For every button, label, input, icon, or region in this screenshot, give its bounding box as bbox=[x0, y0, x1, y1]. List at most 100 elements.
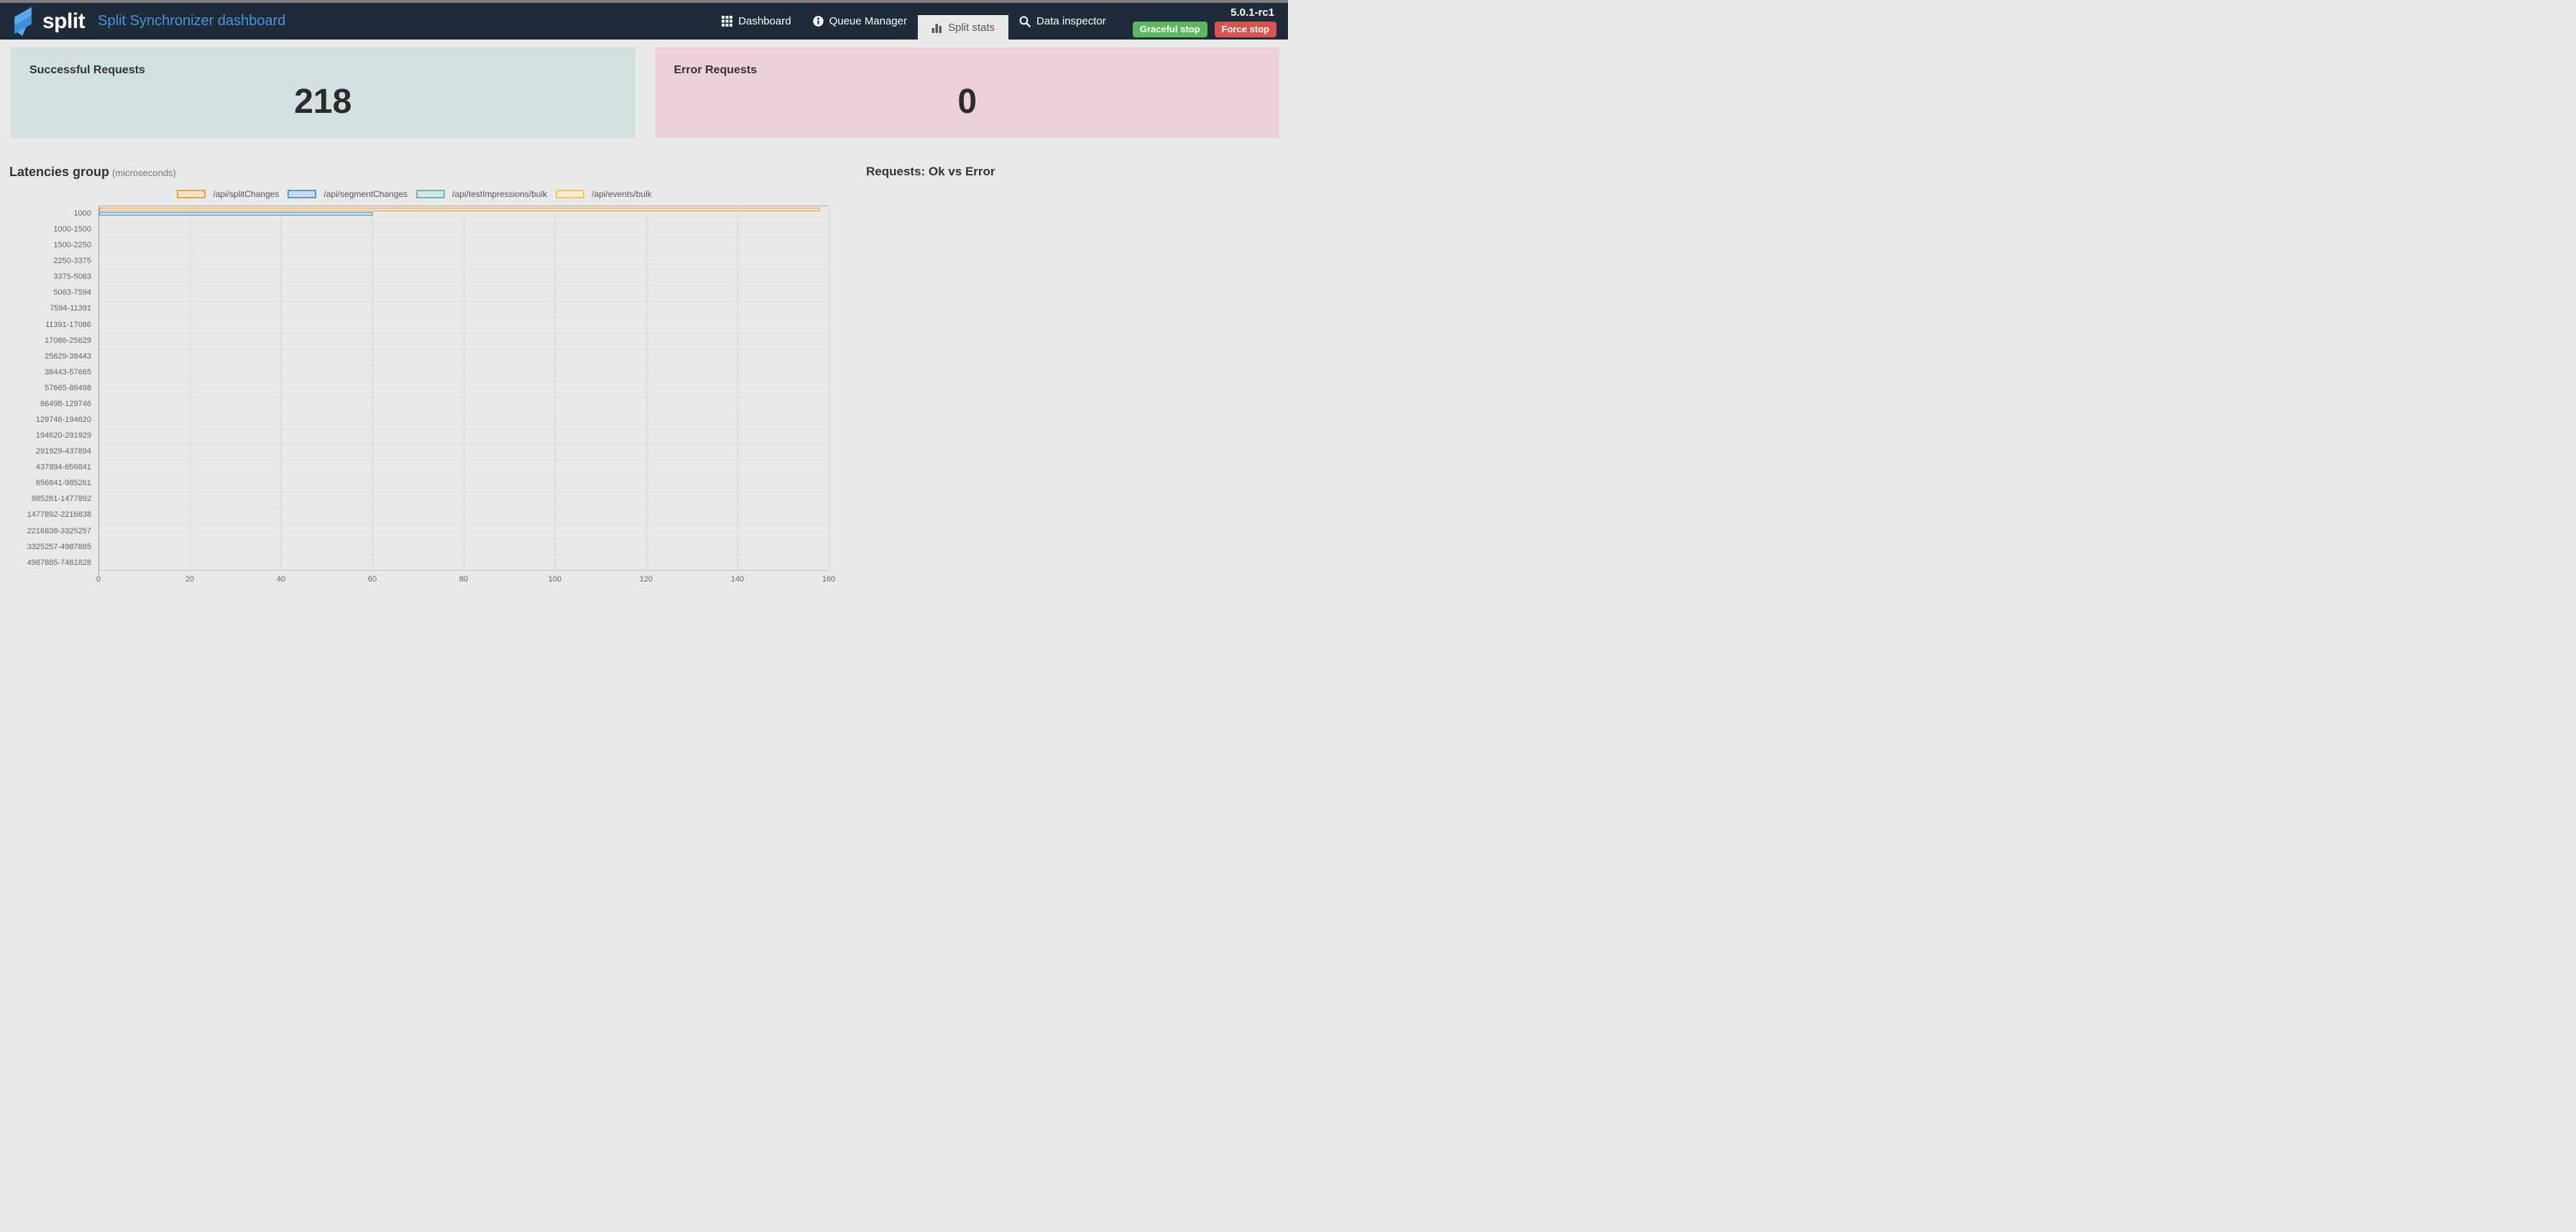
latency-y-axis-labels: 1000 1000-1500 1500-2250 2250-3375 3375-5063… bbox=[0, 206, 91, 571]
latency-x-axis-labels: 0 20 40 60 80 100 120 140 160 bbox=[0, 575, 835, 585]
requests-section: Requests: Ok vs Error bbox=[840, 165, 1288, 571]
y-axis-tick-label: 3325257-4987885 bbox=[27, 542, 91, 551]
y-axis-tick-label: 1000-1500 bbox=[53, 225, 91, 234]
horizontal-gridline bbox=[99, 475, 829, 477]
x-axis-tick-label: 120 bbox=[639, 575, 653, 584]
legend-color-box bbox=[416, 190, 446, 198]
y-axis-tick-label: 5063-7594 bbox=[53, 288, 91, 298]
nav-item-label: Split stats bbox=[947, 21, 995, 34]
legend-label: /api/events/bulk bbox=[592, 189, 652, 199]
nav-item-split-stats[interactable]: Split stats bbox=[917, 15, 1009, 40]
latencies-title-text: Latencies group bbox=[9, 165, 110, 179]
y-axis-tick-label: 437894-656841 bbox=[35, 463, 91, 472]
legend-entry: /api/testImpressions/bulk bbox=[416, 189, 547, 199]
horizontal-gridline bbox=[99, 539, 829, 541]
latencies-title: Latencies group (microseconds) bbox=[9, 165, 840, 180]
x-axis-tick-label: 40 bbox=[276, 575, 286, 584]
y-axis-tick-label: 2216838-3325257 bbox=[27, 526, 91, 535]
nav-item-label: Data inspector bbox=[1036, 15, 1106, 27]
legend-entry: /api/events/bulk bbox=[556, 189, 652, 199]
horizontal-gridline bbox=[99, 301, 829, 303]
nav-menu: Dashboard Queue Manager Split stats bbox=[711, 3, 1288, 40]
legend-label: /api/segmentChanges bbox=[323, 189, 408, 199]
latency-chart: 1000 1000-1500 1500-2250 2250-3375 3375-5063… bbox=[0, 206, 835, 584]
x-axis-tick-label: 0 bbox=[96, 575, 101, 584]
y-axis-tick-label: 985261-1477892 bbox=[31, 495, 91, 504]
legend-label: /api/testImpressions/bulk bbox=[452, 189, 548, 199]
horizontal-gridline bbox=[99, 237, 829, 239]
y-axis-tick-label: 17086-25629 bbox=[45, 336, 91, 345]
force-stop-button[interactable]: Force stop bbox=[1214, 22, 1276, 37]
latencies-section: Latencies group (microseconds) /api/split… bbox=[0, 165, 840, 584]
x-axis-tick-label: 140 bbox=[730, 575, 745, 584]
latencies-title-unit: (microseconds) bbox=[112, 167, 176, 178]
vertical-gridline bbox=[555, 206, 556, 570]
horizontal-gridline bbox=[99, 333, 829, 334]
vertical-gridline bbox=[737, 206, 738, 570]
window-top-strip bbox=[0, 0, 1288, 3]
main-content: Latencies group (microseconds) /api/split… bbox=[0, 165, 1288, 584]
y-axis-tick-label: 86498-129746 bbox=[40, 399, 91, 408]
page-title: Split Synchronizer dashboard bbox=[98, 13, 286, 29]
legend-color-box bbox=[177, 190, 206, 198]
graceful-stop-button[interactable]: Graceful stop bbox=[1132, 22, 1208, 37]
horizontal-gridline bbox=[99, 507, 829, 509]
version-label: 5.0.1-rc1 bbox=[1230, 6, 1274, 19]
horizontal-gridline bbox=[99, 523, 829, 525]
horizontal-gridline bbox=[99, 317, 829, 318]
nav-item-data-inspector[interactable]: Data inspector bbox=[1008, 3, 1117, 40]
vertical-gridline bbox=[281, 206, 282, 570]
y-axis-tick-label: 3375-5063 bbox=[53, 272, 91, 282]
legend-color-box bbox=[556, 190, 585, 198]
error-requests-value: 0 bbox=[957, 83, 978, 121]
x-axis-tick-label: 100 bbox=[548, 575, 562, 584]
latency-bar bbox=[99, 211, 373, 216]
legend-entry: /api/splitChanges bbox=[177, 189, 279, 199]
card-title: Successful Requests bbox=[29, 64, 145, 76]
legend-label: /api/splitChanges bbox=[213, 189, 280, 199]
nav-item-queue-manager[interactable]: Queue Manager bbox=[802, 3, 918, 40]
y-axis-tick-label: 656841-985261 bbox=[35, 479, 91, 488]
horizontal-gridline bbox=[99, 443, 829, 445]
y-axis-tick-label: 1477892-2216838 bbox=[27, 510, 91, 520]
search-icon bbox=[1019, 16, 1031, 27]
bar-chart-icon bbox=[932, 23, 942, 33]
horizontal-gridline bbox=[99, 459, 829, 461]
successful-requests-value: 218 bbox=[294, 83, 352, 121]
nav-item-label: Dashboard bbox=[738, 15, 791, 27]
stop-buttons: Graceful stop Force stop bbox=[1132, 22, 1276, 37]
y-axis-tick-label: 57665-86498 bbox=[45, 383, 91, 392]
brand: split Split Synchronizer dashboard bbox=[11, 6, 285, 37]
horizontal-gridline bbox=[99, 285, 829, 286]
horizontal-gridline bbox=[99, 221, 829, 223]
chart-legend: /api/splitChanges/api/segmentChanges/api… bbox=[0, 189, 829, 199]
x-axis-tick-label: 160 bbox=[822, 575, 836, 584]
info-icon bbox=[812, 16, 824, 27]
nav-item-dashboard[interactable]: Dashboard bbox=[711, 3, 801, 40]
y-axis-tick-label: 2250-3375 bbox=[53, 257, 91, 266]
grid-icon bbox=[722, 16, 733, 27]
horizontal-gridline bbox=[99, 555, 829, 556]
x-axis-tick-label: 60 bbox=[367, 575, 377, 584]
brand-name: split bbox=[42, 9, 86, 33]
horizontal-gridline bbox=[99, 364, 829, 366]
y-axis-tick-label: 25629-38443 bbox=[45, 351, 91, 361]
stat-cards: Successful Requests 218 Error Requests 0 bbox=[11, 47, 1279, 138]
legend-color-box bbox=[288, 190, 317, 198]
x-axis-tick-label: 20 bbox=[185, 575, 195, 584]
horizontal-gridline bbox=[99, 428, 829, 429]
vertical-gridline bbox=[646, 206, 647, 570]
x-axis-zero-tick bbox=[98, 570, 99, 575]
vertical-gridline bbox=[372, 206, 373, 570]
control-cluster: 5.0.1-rc1 Graceful stop Force stop bbox=[1132, 3, 1276, 40]
y-axis-tick-label: 129746-194620 bbox=[35, 415, 91, 425]
horizontal-gridline bbox=[99, 380, 829, 382]
latency-plot bbox=[98, 206, 829, 575]
latency-bar bbox=[99, 208, 821, 211]
legend-entry: /api/segmentChanges bbox=[288, 189, 408, 199]
navbar: split Split Synchronizer dashboard Dashb… bbox=[0, 3, 1288, 40]
y-axis-tick-label: 7594-11391 bbox=[50, 304, 91, 313]
split-logo-icon bbox=[14, 6, 32, 36]
y-axis-tick-label: 1000 bbox=[73, 209, 91, 218]
x-axis-tick-label: 80 bbox=[459, 575, 469, 584]
